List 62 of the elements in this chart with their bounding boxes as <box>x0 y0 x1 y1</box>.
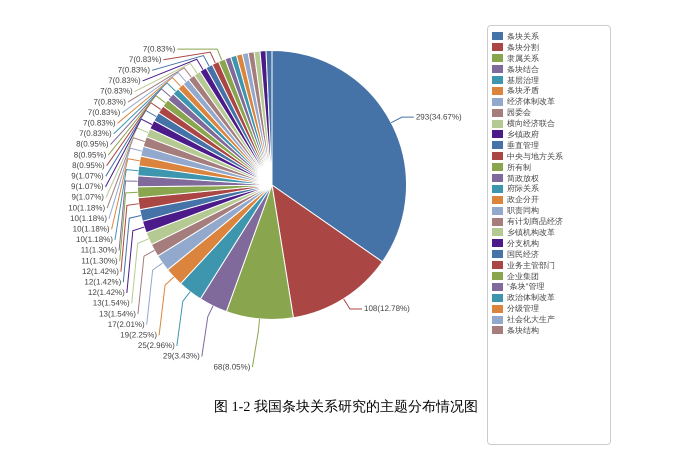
legend-label: 垂直管理 <box>507 140 539 151</box>
data-label: 11(1.30%) <box>81 256 118 266</box>
legend-label: 条块分割 <box>507 42 539 53</box>
legend-label: 条块矛盾 <box>507 85 539 96</box>
data-label: 12(1.42%) <box>82 266 120 276</box>
data-label: 9(1.07%) <box>71 182 104 192</box>
data-label: 25(2.96%) <box>138 341 176 350</box>
legend-label: “条块”管理 <box>507 281 544 292</box>
data-label: 19(2.25%) <box>120 330 158 340</box>
legend-label: 社会化大生产 <box>507 314 555 326</box>
legend-label: 横向经济联合 <box>507 118 555 130</box>
legend-label: 分级管理 <box>507 303 539 314</box>
data-label: 10(1.18%) <box>68 203 106 212</box>
legend-label: 分支机构 <box>507 238 539 249</box>
data-label: 68(8.05%) <box>213 362 251 372</box>
legend-label: 条块结合 <box>507 64 539 75</box>
legend-label: 政治体制改革 <box>507 292 555 304</box>
data-label: 17(2.01%) <box>108 320 146 329</box>
data-label: 12(1.42%) <box>88 288 126 298</box>
legend-label: 乡镇机构改革 <box>507 226 555 238</box>
legend-label: 条块关系 <box>507 30 539 42</box>
legend-label: 国民经济 <box>507 248 539 260</box>
legend-label: 政企分开 <box>507 194 539 206</box>
data-label: 7(0.83%) <box>128 54 162 64</box>
text: 图 1-2 我国条块关系研究的主题分布情况图 <box>213 398 479 416</box>
data-label: 10(1.18%) <box>76 235 114 244</box>
data-label: 7(0.83%) <box>118 66 150 75</box>
legend-label: 职责同构 <box>507 205 539 216</box>
data-label: 8(0.95%) <box>76 140 109 149</box>
data-label: 10(1.18%) <box>70 214 108 223</box>
data-label: 9(1.07%) <box>72 192 104 202</box>
legend-label: 经济体制改革 <box>507 96 555 108</box>
data-label: 9(1.07%) <box>71 172 104 181</box>
legend-label: 中央与地方关系 <box>507 150 563 162</box>
data-label: 8(0.95%) <box>72 160 105 170</box>
legend-label: 简政放权 <box>507 172 539 184</box>
data-label: 29(3.43%) <box>162 352 200 361</box>
data-label: 7(0.83%) <box>93 97 126 106</box>
legend-label: 乡镇政府 <box>507 128 539 140</box>
legend-label: 园委会 <box>507 107 531 118</box>
legend-label: 隶属关系 <box>507 52 539 64</box>
legend-label: 基层治理 <box>507 74 539 86</box>
data-label: 7(0.83%) <box>83 118 116 128</box>
data-label: 11(1.30%) <box>80 246 118 255</box>
data-label: 7(0.83%) <box>108 76 141 86</box>
legend-label: 业务主管部门 <box>507 260 555 271</box>
data-label: 7(0.83%) <box>100 86 133 96</box>
legend-label: 条块结构 <box>507 325 539 336</box>
legend-label: 府际关系 <box>507 183 539 194</box>
data-label: 7(0.83%) <box>79 129 112 138</box>
legend-label: 所有制 <box>507 162 531 173</box>
data-label: 7(0.83%) <box>88 108 121 117</box>
legend-label: 企业集团 <box>507 270 539 282</box>
data-label: 10(1.18%) <box>72 224 110 234</box>
data-label: 108(12.78%) <box>364 304 410 314</box>
data-label: 8(0.95%) <box>74 150 107 160</box>
data-label: 293(34.67%) <box>416 112 462 122</box>
data-label: 13(1.54%) <box>92 298 130 308</box>
data-label: 13(1.54%) <box>99 309 136 318</box>
data-label: 7(0.83%) <box>142 44 176 54</box>
legend-label: 有计划商品经济 <box>507 216 563 228</box>
data-label: 12(1.42%) <box>84 278 122 287</box>
